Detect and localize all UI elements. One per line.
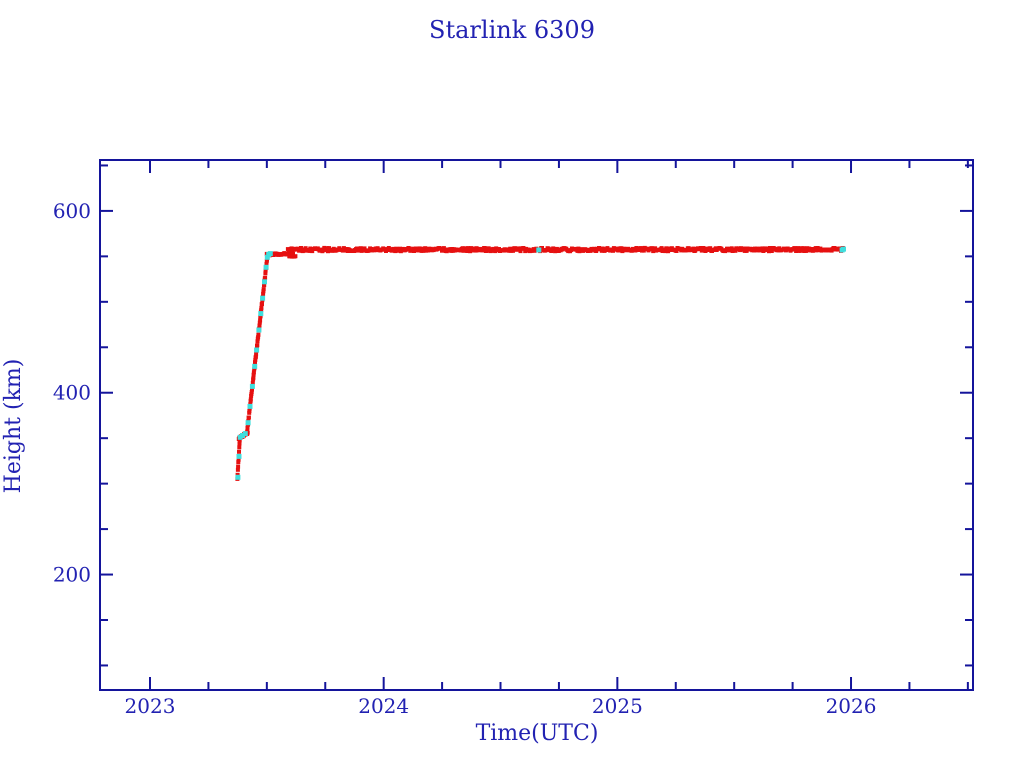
data-point: [257, 323, 262, 328]
data-point: [261, 287, 266, 292]
data-point: [249, 383, 255, 389]
data-point: [253, 360, 257, 365]
data-point: [293, 254, 298, 259]
data-point: [511, 248, 515, 253]
y-tick-label: 400: [53, 381, 91, 405]
data-point: [254, 347, 260, 353]
data-point: [253, 354, 258, 359]
data-point: [263, 264, 269, 270]
data-point: [236, 460, 241, 465]
data-point: [247, 403, 253, 409]
data-point: [250, 387, 254, 392]
data-point: [237, 445, 242, 450]
data-point: [250, 380, 255, 385]
data-point: [663, 249, 668, 254]
data-point: [249, 390, 254, 394]
data-point: [761, 249, 766, 253]
data-point: [708, 246, 713, 251]
axis-ticks-layer: 2023 2024 2025 2026 200 400 600: [53, 160, 973, 718]
series-height-track-cyan: [235, 246, 846, 480]
data-point: [267, 251, 273, 257]
data-point: [260, 302, 264, 306]
x-tick-label: 2023: [125, 694, 176, 718]
data-point: [236, 457, 241, 462]
data-point: [841, 246, 846, 252]
data-point: [666, 249, 671, 254]
data-point: [264, 254, 270, 260]
data-point: [261, 291, 266, 296]
data-point: [251, 372, 256, 377]
data-point: [261, 289, 266, 294]
data-point: [262, 283, 267, 288]
data-point: [257, 320, 262, 325]
data-point: [299, 246, 303, 250]
data-point: [248, 397, 253, 402]
data-point: [258, 318, 263, 323]
data-point: [259, 305, 264, 310]
data-point: [769, 249, 774, 253]
data-point: [236, 464, 241, 469]
data-point: [341, 246, 346, 251]
data-point: [236, 453, 242, 459]
data-point: [308, 246, 313, 251]
plot-frame: [99, 159, 974, 691]
data-point: [256, 327, 262, 333]
data-point: [237, 449, 241, 454]
data-point: [258, 311, 264, 317]
data-point: [699, 248, 704, 253]
data-point: [264, 261, 269, 266]
data-point: [255, 339, 260, 344]
data-point: [256, 335, 261, 340]
data-point: [252, 363, 258, 369]
x-tick-label: 2024: [358, 694, 409, 718]
data-point: [465, 249, 470, 253]
data-point: [262, 279, 267, 285]
x-tick-label: 2026: [826, 694, 877, 718]
data-point: [483, 246, 487, 251]
data-point: [256, 332, 261, 337]
data-point: [247, 409, 252, 413]
data-point: [441, 246, 446, 251]
data-point: [291, 252, 295, 256]
y-tick-label: 600: [53, 199, 91, 223]
data-point: [235, 467, 240, 472]
data-point: [253, 357, 258, 362]
data-point: [235, 474, 241, 480]
data-point: [245, 425, 250, 430]
data-point: [251, 370, 256, 375]
y-axis-label: Height (km): [1, 359, 26, 494]
data-point: [242, 431, 248, 437]
data-point: [518, 249, 523, 254]
data-points-layer: [235, 245, 846, 481]
data-point: [240, 433, 245, 438]
data-point: [246, 415, 251, 420]
data-point: [310, 249, 315, 254]
chart-title: Starlink 6309: [429, 16, 595, 44]
data-point: [263, 271, 268, 276]
y-tick-label: 200: [53, 563, 91, 587]
data-point: [263, 268, 268, 273]
data-point: [263, 275, 268, 280]
data-point: [540, 246, 544, 250]
series-height-track-red: [235, 245, 845, 481]
data-point: [674, 249, 679, 253]
x-tick-label: 2025: [592, 694, 643, 718]
data-point: [691, 246, 696, 251]
data-point: [237, 441, 242, 446]
data-point: [536, 247, 542, 253]
data-point: [260, 295, 266, 301]
data-point: [254, 352, 259, 357]
x-axis-label: Time(UTC): [476, 721, 599, 746]
data-point: [255, 343, 260, 348]
data-point: [245, 420, 251, 426]
data-point: [251, 375, 256, 380]
